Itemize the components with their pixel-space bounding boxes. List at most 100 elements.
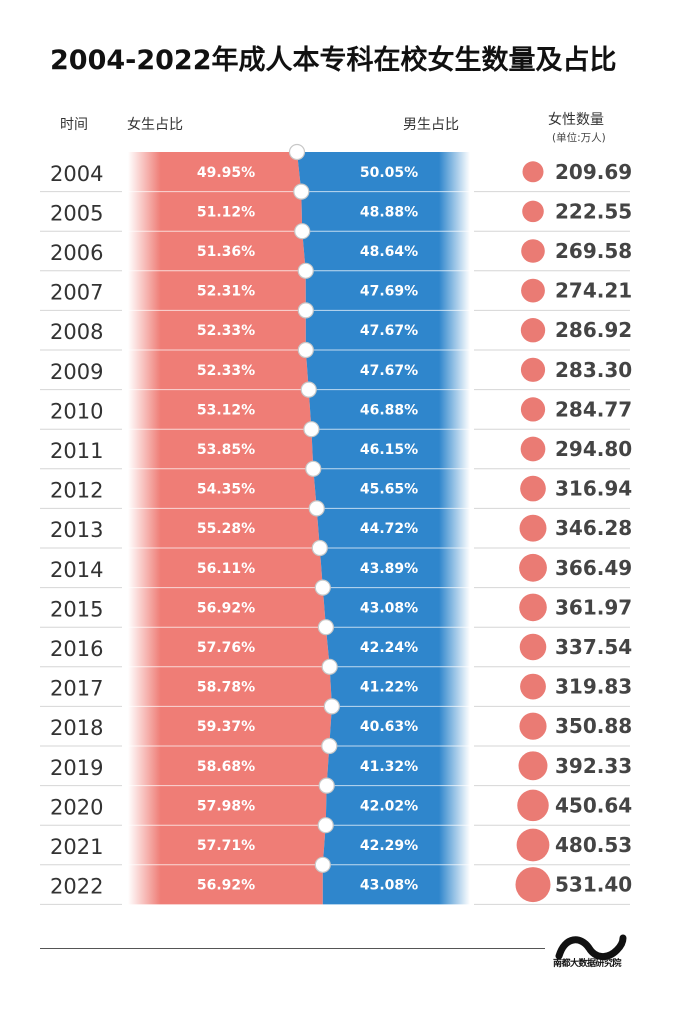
male-pct-label: 46.88%	[360, 402, 418, 418]
female-pct-label: 52.33%	[197, 323, 255, 339]
female-pct-label: 53.12%	[197, 402, 255, 418]
male-pct-label: 50.05%	[360, 165, 418, 181]
boundary-marker	[314, 856, 331, 873]
female-pct-label: 52.31%	[197, 284, 255, 300]
male-pct-label: 43.08%	[360, 600, 418, 616]
count-value: 350.88	[555, 714, 632, 738]
male-pct-label: 46.15%	[360, 442, 418, 458]
female-pct-label: 55.28%	[197, 521, 255, 537]
count-value: 209.69	[555, 160, 632, 184]
male-pct-label: 41.32%	[360, 759, 418, 775]
female-pct-label: 58.68%	[197, 759, 255, 775]
male-share-area	[297, 152, 470, 905]
boundary-marker	[318, 777, 335, 794]
boundary-marker	[297, 262, 314, 279]
year-label: 2017	[50, 677, 103, 701]
female-pct-label: 56.92%	[197, 878, 255, 894]
header-year: 时间	[60, 117, 88, 133]
count-bubble	[519, 712, 547, 740]
male-pct-label: 42.24%	[360, 640, 418, 656]
year-label: 2016	[50, 637, 103, 661]
count-bubble	[516, 828, 550, 862]
boundary-marker	[317, 619, 334, 636]
count-value: 366.49	[555, 556, 632, 580]
year-label: 2011	[50, 439, 103, 463]
count-bubble	[520, 475, 546, 502]
count-bubble	[519, 514, 547, 542]
count-bubble	[518, 751, 548, 781]
count-value: 269.58	[555, 239, 632, 263]
male-pct-label: 44.72%	[360, 521, 418, 537]
female-share-area	[128, 152, 332, 905]
count-value: 450.64	[555, 793, 632, 817]
boundary-marker	[294, 223, 311, 240]
count-value: 531.40	[555, 873, 632, 897]
count-value: 283.30	[555, 358, 632, 382]
female-pct-label: 57.71%	[197, 838, 255, 854]
boundary-marker	[321, 737, 338, 755]
year-label: 2009	[50, 360, 103, 384]
header-female-ratio: 女生占比	[127, 117, 183, 133]
female-pct-label: 58.78%	[197, 680, 255, 696]
male-pct-label: 45.65%	[360, 482, 418, 498]
footer-divider	[40, 948, 545, 949]
header-female-count: 女性数量	[548, 112, 604, 128]
year-label: 2020	[50, 795, 103, 819]
male-pct-label: 43.08%	[360, 878, 418, 894]
count-bubble	[519, 593, 547, 622]
male-pct-label: 42.02%	[360, 798, 418, 814]
boundary-marker	[293, 183, 310, 200]
male-pct-label: 40.63%	[360, 719, 418, 735]
year-label: 2007	[50, 281, 103, 305]
year-label: 2019	[50, 756, 103, 780]
female-pct-label: 57.76%	[197, 640, 255, 656]
count-value: 480.53	[555, 833, 632, 857]
year-label: 2021	[50, 835, 103, 859]
count-bubble	[519, 633, 547, 661]
year-label: 2015	[50, 597, 103, 621]
male-pct-label: 41.22%	[360, 680, 418, 696]
boundary-marker	[297, 341, 314, 359]
female-pct-label: 57.98%	[197, 798, 255, 814]
female-pct-label: 51.12%	[197, 204, 255, 220]
header-unit: (单位:万人)	[552, 132, 606, 144]
female-pct-label: 53.85%	[197, 442, 255, 458]
count-value: 294.80	[555, 437, 632, 461]
count-bubble	[521, 239, 545, 263]
chart-title: 2004-2022年成人本专科在校女生数量及占比	[50, 45, 617, 76]
count-bubble	[522, 161, 544, 183]
count-bubble	[520, 436, 546, 462]
count-value: 337.54	[555, 635, 632, 659]
year-label: 2022	[50, 875, 103, 899]
boundary-marker	[303, 421, 320, 438]
brand-name: 南都大数据研究院	[553, 959, 622, 969]
count-value: 319.83	[555, 675, 632, 699]
count-bubble	[519, 553, 547, 582]
year-label: 2014	[50, 558, 103, 582]
count-bubble	[520, 318, 546, 343]
count-value: 346.28	[555, 516, 632, 540]
year-label: 2006	[50, 241, 103, 265]
count-value: 392.33	[555, 754, 632, 778]
count-value: 222.55	[555, 199, 632, 223]
year-label: 2005	[50, 201, 103, 225]
count-bubble	[520, 673, 546, 700]
count-bubble	[520, 357, 546, 382]
count-bubble	[520, 397, 546, 422]
count-bubble	[517, 789, 549, 822]
male-pct-label: 47.67%	[360, 363, 418, 379]
count-value: 286.92	[555, 318, 632, 342]
year-label: 2008	[50, 320, 103, 344]
female-pct-label: 56.92%	[197, 600, 255, 616]
count-bubble	[522, 200, 544, 223]
male-pct-label: 47.67%	[360, 323, 418, 339]
boundary-marker	[288, 143, 306, 161]
count-value: 316.94	[555, 477, 632, 501]
boundary-marker	[297, 302, 314, 319]
year-label: 2010	[50, 399, 103, 423]
header-male-ratio: 男生占比	[403, 117, 459, 133]
female-pct-label: 56.11%	[197, 561, 255, 577]
male-pct-label: 48.64%	[360, 244, 418, 260]
count-value: 361.97	[555, 595, 632, 619]
